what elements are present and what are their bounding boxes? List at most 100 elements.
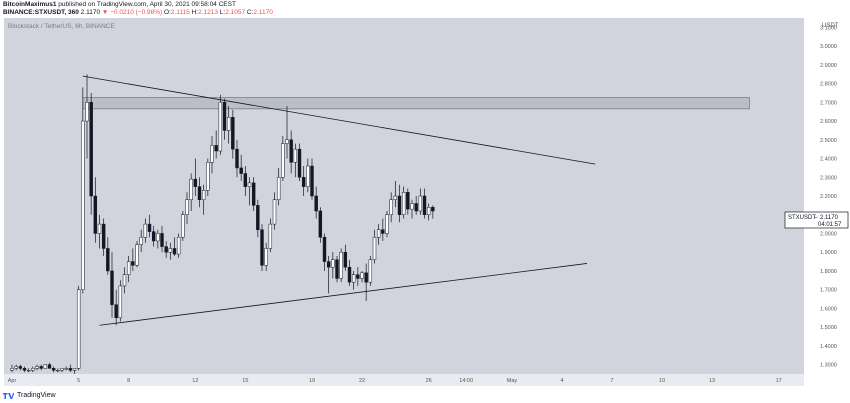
candle-body bbox=[264, 248, 268, 266]
candle-body bbox=[114, 304, 118, 319]
price-tick-label: 3.1000 bbox=[820, 25, 837, 31]
brand-name[interactable]: TradingView bbox=[17, 391, 56, 399]
candle-body bbox=[193, 178, 198, 187]
candle-body bbox=[181, 214, 185, 238]
candle-body bbox=[360, 272, 364, 279]
time-tick-label: 17 bbox=[776, 378, 782, 384]
last-price: 2.1170 bbox=[80, 9, 101, 16]
candle-body bbox=[343, 251, 348, 268]
low-label: L: bbox=[219, 9, 226, 16]
candle-body bbox=[385, 214, 389, 234]
time-tick-label: 13 bbox=[709, 378, 715, 384]
candle-body bbox=[122, 274, 127, 287]
candle-body bbox=[301, 177, 306, 187]
time-tick-label: 14:00 bbox=[459, 378, 473, 384]
price-label: STXUSDT – 2.1170 04:01:57 bbox=[784, 211, 849, 229]
time-tick-label: 22 bbox=[359, 378, 365, 384]
candle-body bbox=[101, 223, 106, 249]
author-name[interactable]: BitcoinMaximus1 bbox=[3, 1, 57, 8]
candle-body bbox=[85, 102, 89, 122]
price-label-value: 2.1170 bbox=[820, 215, 839, 221]
footer: TradingView bbox=[3, 389, 56, 401]
candle-body bbox=[18, 366, 23, 369]
candle-body bbox=[135, 244, 139, 266]
candle-body bbox=[243, 173, 248, 187]
candle-body bbox=[214, 145, 218, 152]
chart-header: BitcoinMaximus1 published on TradingView… bbox=[3, 0, 843, 18]
time-tick-label: Apr bbox=[8, 378, 17, 384]
candle-body bbox=[222, 102, 227, 131]
trendline[interactable] bbox=[99, 263, 588, 326]
candle-body bbox=[201, 190, 206, 200]
price-axis[interactable] bbox=[804, 18, 848, 374]
candle-body bbox=[168, 248, 173, 253]
candle-body bbox=[268, 223, 273, 249]
candle-body bbox=[239, 167, 243, 174]
tradingview-logo-icon bbox=[3, 393, 14, 399]
price-label-countdown: 04:01:57 bbox=[818, 222, 842, 228]
candle-body bbox=[372, 236, 377, 260]
candle-body bbox=[35, 366, 39, 369]
candle-body bbox=[151, 231, 156, 242]
candle-body bbox=[68, 368, 73, 371]
candle-body bbox=[126, 261, 131, 275]
candle-body bbox=[197, 186, 202, 200]
candle-body bbox=[235, 148, 239, 169]
candle-body bbox=[189, 178, 193, 200]
candle-body bbox=[118, 285, 123, 319]
candle-body bbox=[26, 370, 31, 372]
candle-body bbox=[335, 259, 339, 279]
candle-body bbox=[314, 195, 318, 212]
candle-body bbox=[176, 236, 181, 255]
price-tick-label: 1.8000 bbox=[820, 269, 837, 275]
candle-body bbox=[272, 199, 277, 225]
candles bbox=[10, 74, 435, 374]
candle-body bbox=[139, 236, 143, 245]
candle-body bbox=[106, 248, 110, 272]
candle-body bbox=[406, 192, 410, 210]
time-tick-label: 12 bbox=[192, 378, 198, 384]
candle-body bbox=[356, 274, 360, 279]
candle-body bbox=[410, 203, 414, 210]
price-tick-label: 1.6000 bbox=[820, 306, 837, 312]
candle-body bbox=[39, 366, 43, 369]
price-label-box bbox=[784, 211, 849, 229]
price-tick-label: 2.3000 bbox=[820, 175, 837, 181]
resistance-zone bbox=[82, 97, 750, 110]
candle-body bbox=[393, 195, 398, 200]
time-ticks: Apr 5 8 12 15 19 22 26 14:00 May 4 7 10 13 17 bbox=[8, 378, 782, 384]
candlestick-chart[interactable]: Blockstack / TetherUS, 6h, BINANCE USDT … bbox=[0, 17, 850, 387]
resistance-zone-box[interactable] bbox=[82, 97, 750, 110]
candle-body bbox=[51, 368, 56, 371]
symbol-label[interactable]: BINANCE:STXUSDT, 360 bbox=[3, 9, 79, 16]
price-tick-label: 2.8000 bbox=[820, 82, 837, 88]
candle-body bbox=[293, 148, 298, 163]
price-change: ▼ −0.0210 (−0.98%) bbox=[101, 9, 163, 16]
candle-body bbox=[326, 261, 331, 268]
price-tick-label: 2.0000 bbox=[820, 231, 837, 237]
time-tick-label: 5 bbox=[77, 378, 80, 384]
symbol-info: BINANCE:STXUSDT, 360 2.1170 ▼ −0.0210 (−… bbox=[3, 9, 273, 16]
chart-watermark: Blockstack / TetherUS, 6h, BINANCE bbox=[8, 23, 115, 30]
candle-body bbox=[156, 233, 160, 242]
time-tick-label: 15 bbox=[242, 378, 248, 384]
candle-body bbox=[381, 229, 385, 234]
low-value: 2.1057 bbox=[225, 9, 246, 16]
price-tick-label: 1.9000 bbox=[820, 250, 837, 256]
price-tick-label: 2.4000 bbox=[820, 157, 837, 163]
candle-body bbox=[426, 206, 431, 215]
time-axis[interactable] bbox=[4, 374, 804, 386]
candle-body bbox=[47, 364, 52, 369]
price-tick-label: 1.7000 bbox=[820, 288, 837, 294]
candle-body bbox=[89, 102, 93, 197]
candle-body bbox=[43, 364, 48, 369]
candle-body bbox=[226, 117, 231, 131]
chart-area[interactable]: Blockstack / TetherUS, 6h, BINANCE USDT … bbox=[0, 17, 850, 387]
price-label-symbol: STXUSDT bbox=[788, 215, 816, 221]
published-text: published on TradingView.com, April 30, … bbox=[58, 1, 236, 8]
currency-label: USDT bbox=[822, 23, 839, 29]
candle-body bbox=[376, 229, 381, 238]
candle-body bbox=[160, 233, 164, 247]
trendline[interactable] bbox=[82, 75, 596, 165]
time-tick-label: 19 bbox=[309, 378, 315, 384]
